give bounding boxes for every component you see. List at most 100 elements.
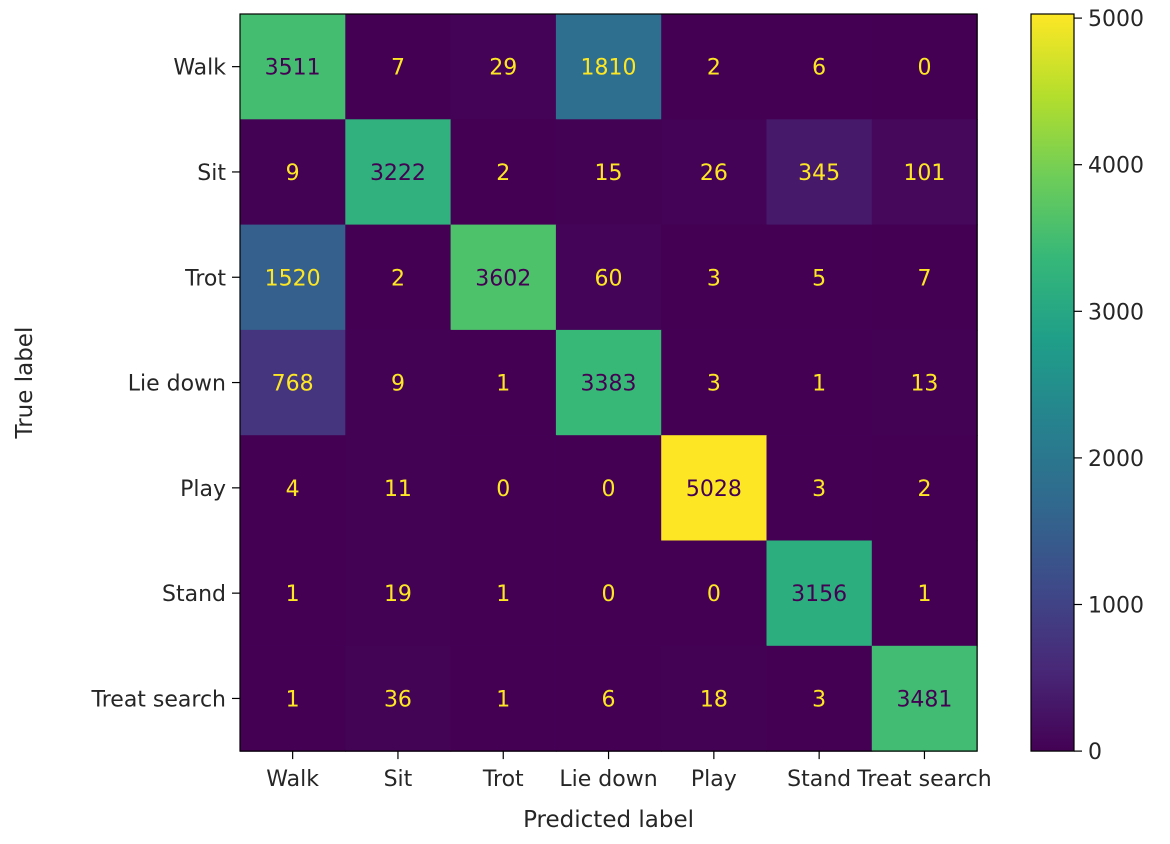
heatmap-cell [661, 14, 768, 120]
heatmap-cell [766, 435, 873, 542]
colorbar-tick-label: 1000 [1088, 594, 1144, 619]
heatmap-cell [240, 329, 346, 436]
cell-value-label: 1 [496, 687, 510, 712]
cell-value-label: 6 [812, 56, 826, 81]
cell-value-label: 1810 [581, 56, 637, 81]
cell-value-label: 2 [917, 477, 931, 502]
cell-value-label: 0 [496, 477, 510, 502]
colorbar-tick-label: 3000 [1088, 300, 1144, 325]
cell-value-label: 19 [384, 582, 412, 607]
heatmap-cell [450, 435, 557, 542]
cell-value-label: 15 [595, 161, 623, 186]
heatmap-cell [661, 224, 768, 331]
y-axis-ticks: Walk Sit Trot Lie down Play Stand Treat search [91, 56, 240, 712]
cell-value-label: 3 [812, 687, 826, 712]
heatmap-cell [450, 119, 557, 226]
y-tick-label: Stand [162, 582, 226, 607]
cell-value-label: 1520 [265, 266, 321, 291]
heatmap-cell [240, 540, 346, 647]
y-tick-label: Treat search [91, 687, 226, 712]
cell-value-label: 7 [391, 56, 405, 81]
heatmap-cell [450, 14, 557, 120]
heatmap-cell [661, 645, 768, 752]
cell-value-label: 1 [496, 372, 510, 397]
heatmap-cell [240, 224, 346, 331]
x-tick-label: Lie down [559, 767, 657, 792]
heatmap-cell [871, 645, 978, 752]
cell-value-label: 3602 [475, 266, 531, 291]
heatmap-cell [871, 435, 978, 542]
cell-value-label: 3156 [791, 582, 847, 607]
heatmap-cell [766, 14, 873, 120]
heatmap-cell [766, 645, 873, 752]
heatmap-cell [871, 14, 978, 120]
cell-value-label: 3481 [896, 687, 952, 712]
cell-value-label: 3 [812, 477, 826, 502]
cell-value-label: 0 [602, 582, 616, 607]
cell-value-label: 2 [391, 266, 405, 291]
x-tick-label: Treat search [856, 767, 991, 792]
y-tick-label: Sit [197, 161, 226, 186]
x-axis-ticks: Walk Sit Trot Lie down Play Stand Treat search [266, 751, 992, 792]
heatmap-cell [555, 645, 662, 752]
cell-value-label: 5 [812, 266, 826, 291]
cell-value-label: 2 [496, 161, 510, 186]
heatmap-cell [555, 119, 662, 226]
heatmap-cell [345, 224, 452, 331]
cell-value-label: 18 [700, 687, 728, 712]
cell-value-label: 13 [910, 372, 938, 397]
cell-value-label: 1 [286, 582, 300, 607]
heatmap-cell [871, 119, 978, 226]
x-tick-label: Stand [787, 767, 851, 792]
heatmap-cell [450, 224, 557, 331]
heatmap-cell [871, 224, 978, 331]
heatmap-cell [766, 119, 873, 226]
heatmap-cell [345, 435, 452, 542]
cell-value-label: 3 [707, 266, 721, 291]
cell-value-label: 9 [286, 161, 300, 186]
cell-value-label: 3222 [370, 161, 426, 186]
y-tick-label: Lie down [128, 372, 226, 397]
heatmap-cell [661, 435, 768, 542]
heatmap-cell [345, 14, 452, 120]
heatmap-cell [766, 540, 873, 647]
cell-value-label: 1 [917, 582, 931, 607]
heatmap-cell [345, 645, 452, 752]
heatmap-cell [345, 540, 452, 647]
cell-value-label: 6 [602, 687, 616, 712]
heatmap-cell [555, 540, 662, 647]
colorbar-tick-label: 5000 [1088, 7, 1144, 32]
cell-value-label: 3 [707, 372, 721, 397]
heatmap-cell [661, 540, 768, 647]
heatmap-cell [555, 435, 662, 542]
cell-value-label: 2 [707, 56, 721, 81]
colorbar-ticks: 0 1000 2000 3000 4000 5000 [1074, 7, 1144, 765]
y-tick-label: Play [180, 477, 226, 502]
x-tick-label: Sit [384, 767, 413, 792]
heatmap-cell [450, 329, 557, 436]
colorbar-tick-label: 2000 [1088, 447, 1144, 472]
heatmap-cell [871, 329, 978, 436]
cell-value-label: 5028 [686, 477, 742, 502]
heatmap-cell [766, 224, 873, 331]
y-axis-title: True label [12, 327, 38, 440]
heatmap-cell [871, 540, 978, 647]
x-axis-title: Predicted label [523, 807, 694, 833]
heatmap-cell [766, 329, 873, 436]
cell-value-label: 3511 [265, 56, 321, 81]
colorbar-tick-label: 4000 [1088, 154, 1144, 179]
cell-value-label: 3383 [581, 372, 637, 397]
heatmap-cell [450, 645, 557, 752]
heatmap-cell [555, 329, 662, 436]
heatmap-cell [240, 14, 346, 120]
heatmap-cell [240, 645, 346, 752]
colorbar [1030, 13, 1075, 752]
heatmap-cell [240, 119, 346, 226]
heatmap-cell [555, 14, 662, 120]
cell-value-label: 1 [286, 687, 300, 712]
heatmap-cells [240, 14, 978, 752]
x-tick-label: Trot [482, 767, 524, 792]
heatmap-cell [345, 329, 452, 436]
cell-value-label: 0 [602, 477, 616, 502]
cell-value-label: 36 [384, 687, 412, 712]
